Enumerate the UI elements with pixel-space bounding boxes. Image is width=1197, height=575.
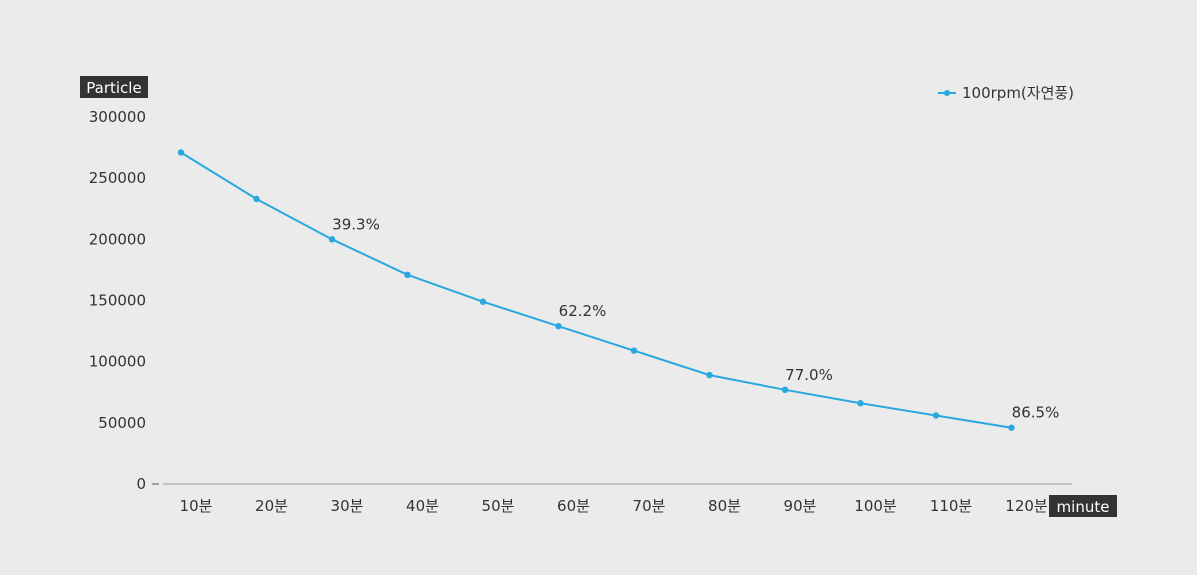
- x-tick-label: 80분: [708, 497, 741, 515]
- y-tick-labels: 0 50000 100000 150000 200000 250000 300000: [89, 108, 146, 493]
- x-tick-label: 90분: [784, 497, 817, 515]
- data-point: [781, 386, 789, 394]
- x-tick-label: 100분: [854, 497, 897, 515]
- data-point: [404, 271, 411, 279]
- x-tick-label: 50분: [482, 497, 515, 515]
- x-tick-label: 60분: [557, 497, 590, 515]
- y-axis-title-text: Particle: [86, 79, 141, 97]
- y-tick-label: 200000: [89, 230, 146, 248]
- data-point: [857, 400, 864, 407]
- y-tick-label: 300000: [89, 108, 146, 126]
- x-axis-title-text: minute: [1057, 498, 1110, 516]
- data-point: [630, 347, 638, 354]
- x-tick-label: 40분: [406, 497, 439, 515]
- data-point: [177, 149, 185, 156]
- data-point: [706, 371, 713, 379]
- y-tick-label: 100000: [89, 353, 146, 371]
- y-tick-label: 250000: [89, 169, 146, 187]
- y-axis-title-background: [80, 76, 148, 98]
- data-point: [932, 412, 940, 419]
- x-tick-label: 10분: [180, 497, 213, 515]
- series-line: [180, 151, 1012, 429]
- data-label: 39.3%: [332, 215, 380, 233]
- y-tick-label: 0: [136, 475, 146, 493]
- data-point: [253, 195, 260, 203]
- data-point: [1008, 424, 1015, 431]
- data-label: 62.2%: [559, 302, 607, 320]
- x-tick-label: 30분: [331, 497, 364, 515]
- legend-point-marker: [944, 90, 950, 96]
- series-layer: [177, 149, 1015, 431]
- x-tick-label: 20분: [255, 497, 288, 515]
- data-labels: 39.3% 62.2% 77.0% 86.5%: [332, 215, 1059, 421]
- y-tick-label: 150000: [89, 292, 146, 310]
- data-label: 77.0%: [785, 366, 833, 384]
- data-point: [328, 236, 336, 243]
- data-label: 86.5%: [1012, 404, 1060, 422]
- legend-series-label: 100rpm(자연풍): [962, 84, 1074, 102]
- x-tick-label: 110분: [930, 497, 973, 515]
- x-tick-label: 120분: [1005, 497, 1048, 515]
- y-axis-title: Particle: [80, 76, 148, 98]
- x-axis-title-background: [1049, 495, 1117, 517]
- y-tick-label: 50000: [98, 414, 146, 432]
- legend: 100rpm(자연풍): [938, 84, 1074, 102]
- x-tick-labels: 10분 20분 30분 40분 50분 60분 70분 80분 90분 100분 110분 120분: [180, 497, 1048, 515]
- data-point: [479, 298, 487, 305]
- x-tick-label: 70분: [633, 497, 666, 515]
- x-axis-title: minute: [1049, 495, 1117, 517]
- data-point: [555, 322, 562, 330]
